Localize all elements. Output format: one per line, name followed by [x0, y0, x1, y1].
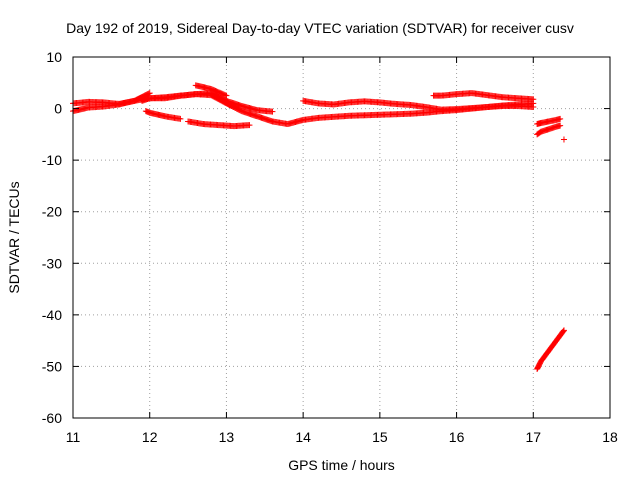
data-point — [246, 122, 253, 129]
x-tick-label: 16 — [449, 429, 465, 445]
data-point — [530, 96, 537, 103]
data-point — [177, 115, 184, 122]
x-tick-label: 13 — [219, 429, 235, 445]
data-point — [146, 90, 153, 97]
x-tick-label: 11 — [66, 429, 81, 445]
y-tick-label: 10 — [46, 49, 62, 65]
data-point — [223, 92, 230, 99]
plot-frame — [72, 56, 611, 419]
data-point — [560, 328, 567, 335]
chart-title: Day 192 of 2019, Sidereal Day-to-day VTE… — [66, 20, 574, 36]
x-tick-label: 15 — [372, 429, 388, 445]
tick-marks — [72, 56, 611, 419]
data-point — [557, 115, 564, 122]
data-point — [560, 136, 567, 143]
y-tick-label: -10 — [42, 152, 62, 168]
data-point — [557, 122, 564, 129]
x-tick-label: 14 — [295, 429, 311, 445]
data-point — [560, 327, 567, 334]
y-axis-label: SDTVAR / TECUs — [6, 181, 22, 293]
y-tick-label: -50 — [42, 358, 62, 374]
data-points — [70, 82, 567, 373]
y-tick-label: -20 — [42, 204, 62, 220]
data-point — [145, 90, 152, 97]
x-axis-label: GPS time / hours — [288, 457, 395, 473]
x-tick-label: 18 — [602, 429, 618, 445]
data-point — [269, 108, 276, 115]
y-tick-label: -30 — [42, 255, 62, 271]
tick-labels: 11 12 13 14 15 16 17 18 10 0 -10 -20 -30 -40 -50 -60 — [42, 49, 618, 445]
y-tick-label: 0 — [54, 101, 62, 117]
y-tick-label: -60 — [42, 410, 62, 426]
x-tick-label: 17 — [525, 429, 541, 445]
y-tick-label: -40 — [42, 307, 62, 323]
x-tick-label: 12 — [142, 429, 158, 445]
